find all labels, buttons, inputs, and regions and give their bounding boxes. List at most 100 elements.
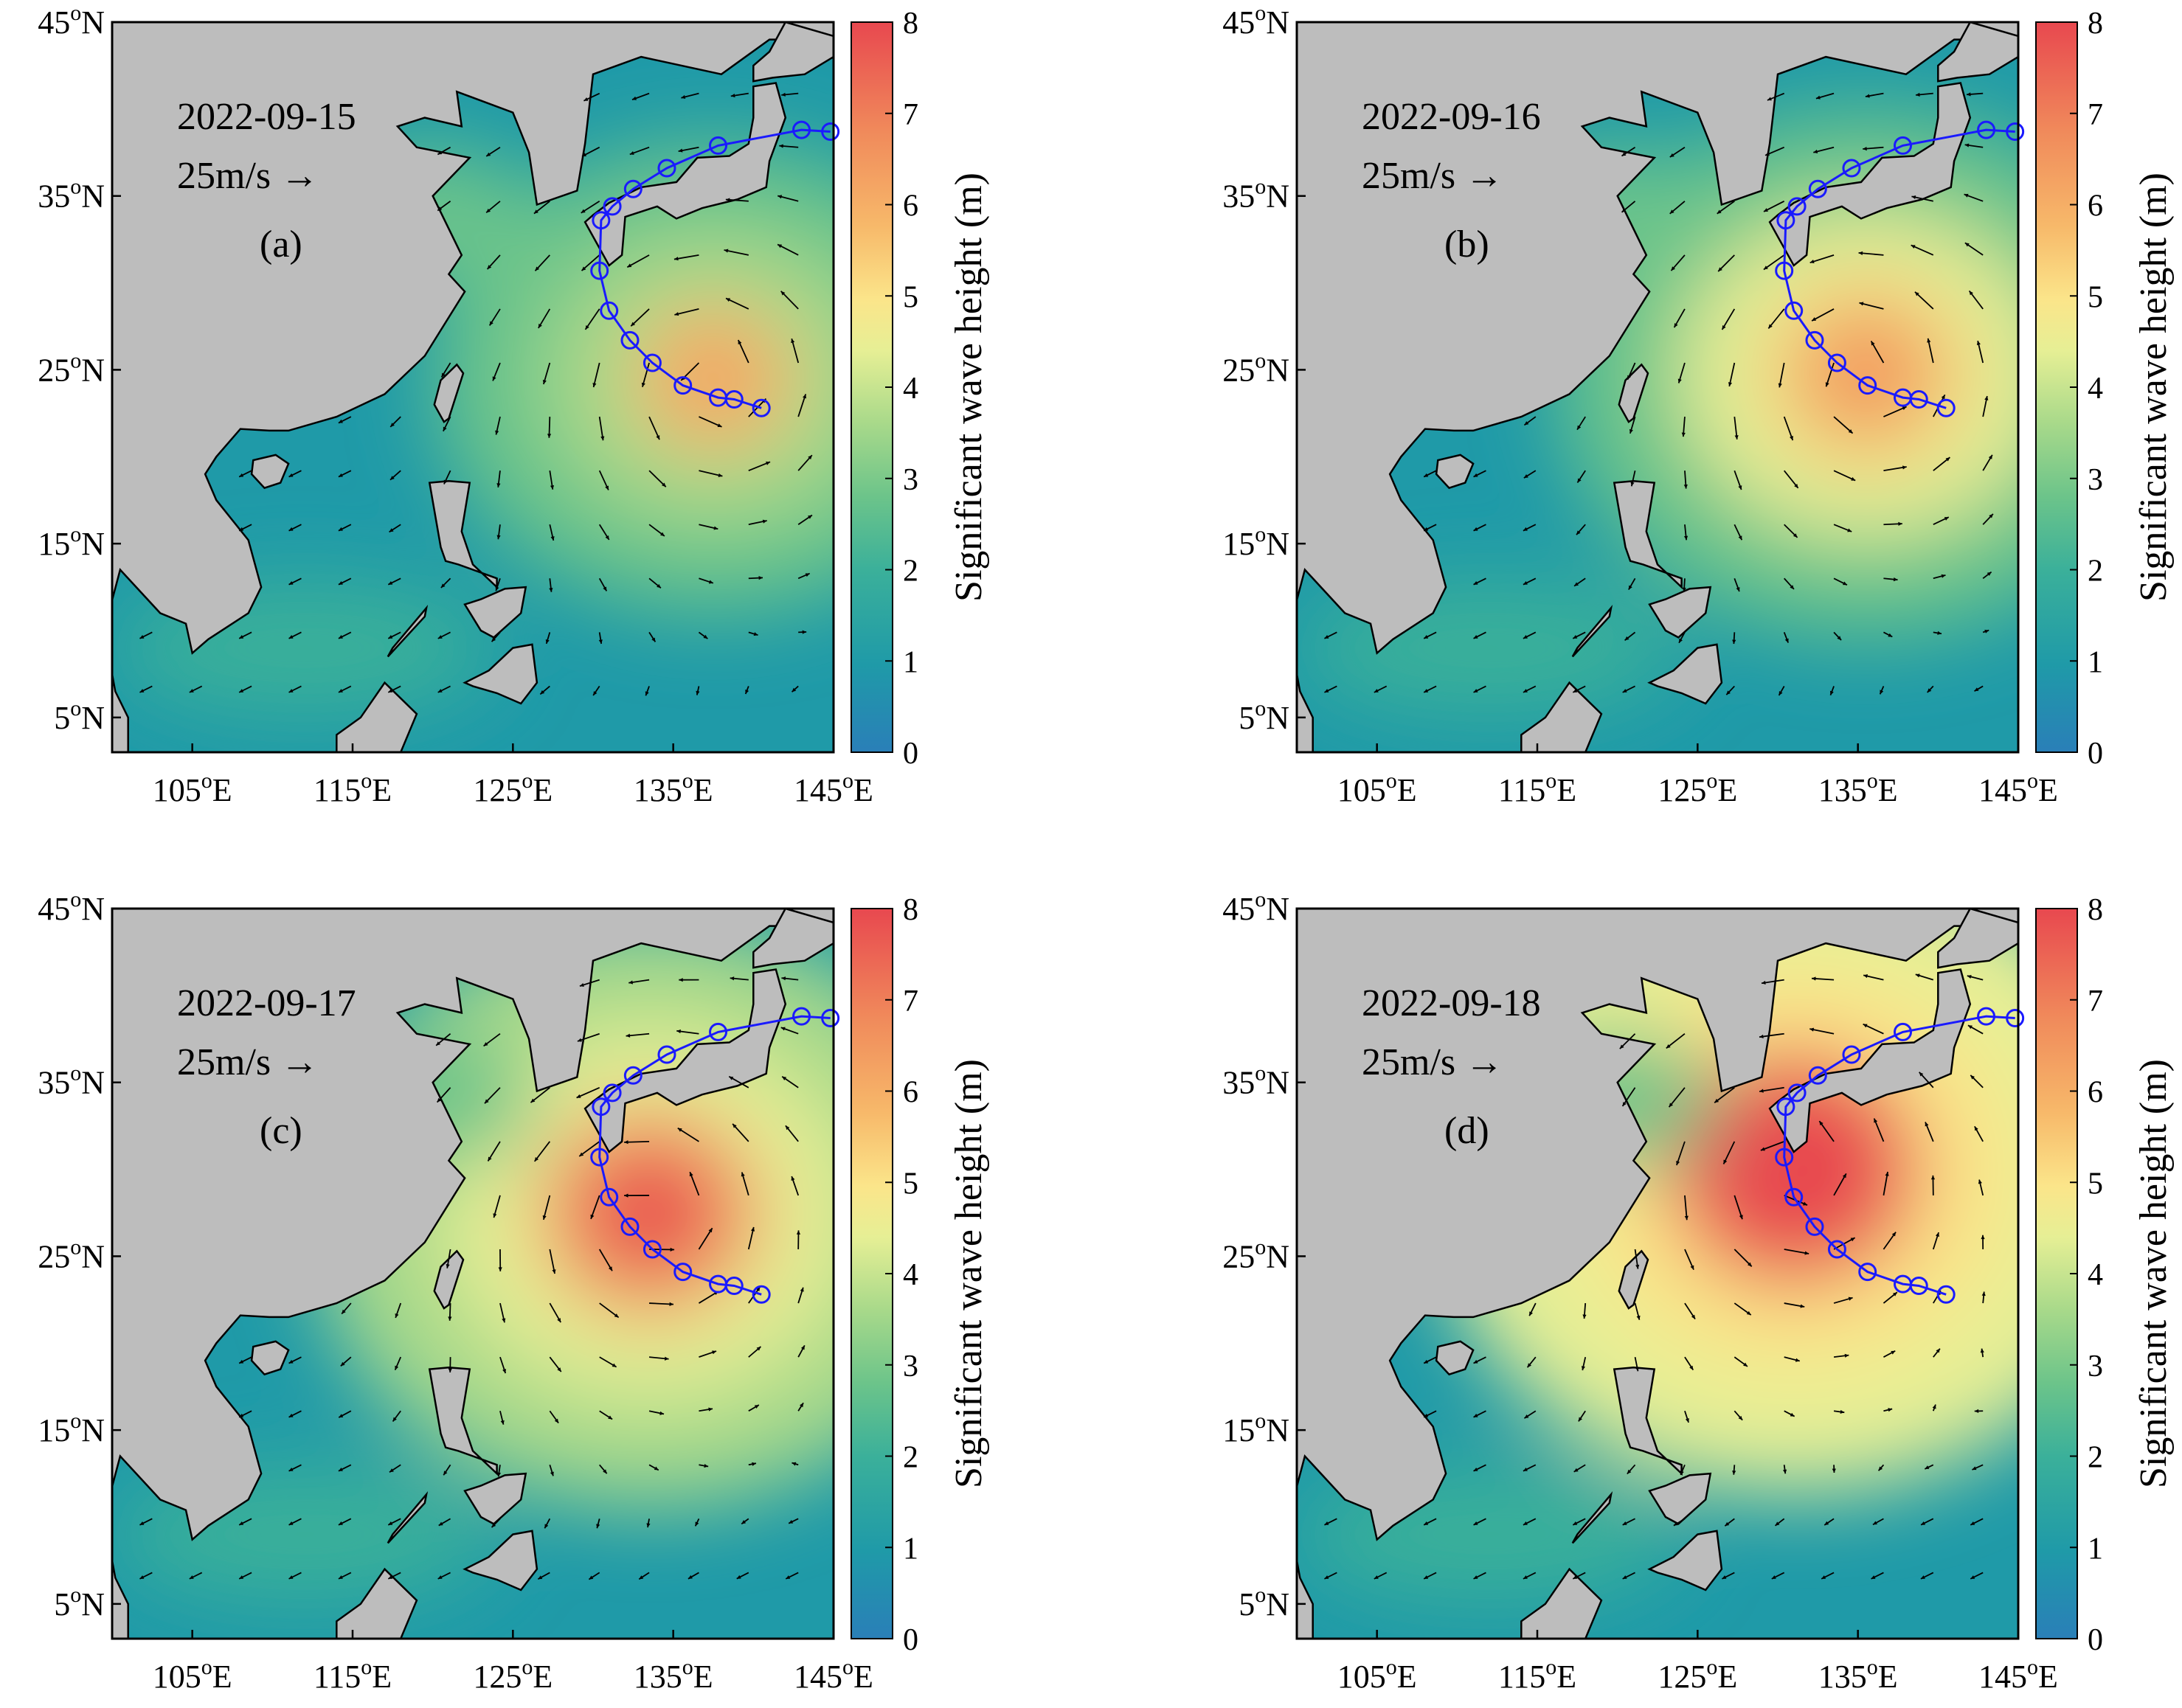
y-tick-label: 5oN: [54, 1583, 105, 1622]
typhoon-track: [590, 120, 840, 417]
colorbar-tick: 6: [2088, 190, 2103, 223]
y-tick-label: 35oN: [1222, 1061, 1289, 1101]
landmass-borneo: [336, 681, 418, 752]
x-tick-label: 105oE: [1337, 768, 1417, 808]
track-point: [1894, 1274, 1913, 1294]
colorbar-tick: 5: [2088, 280, 2103, 314]
landmass-palawan: [387, 1490, 429, 1544]
landmass-japan: [1768, 82, 1972, 267]
track-point: [1842, 1045, 1861, 1064]
typhoon-track: [590, 1007, 840, 1304]
x-tick-label: 105oE: [153, 768, 232, 808]
colorbar-tick: 7: [903, 98, 918, 132]
track-point: [643, 1240, 662, 1259]
track-point: [752, 1285, 771, 1304]
colorbar-tick: 0: [903, 1623, 918, 1657]
track-point: [1775, 261, 1794, 280]
track-point: [709, 1022, 728, 1041]
track-point: [1805, 1217, 1824, 1236]
track-point: [2006, 1009, 2025, 1027]
landmass-taiwan: [1618, 1249, 1649, 1310]
wind-arrows: [1324, 92, 1994, 696]
landmass-luzon: [428, 1367, 498, 1476]
y-tick-label: 5oN: [1239, 696, 1289, 736]
track-point: [603, 1083, 622, 1103]
track-point: [1805, 330, 1824, 350]
colorbar-tick: 2: [2088, 1441, 2103, 1475]
land: [1297, 909, 2018, 1639]
scale-arrow-label: 25m/s →: [1362, 1041, 1503, 1083]
x-tick-label: 145oE: [1978, 1655, 2058, 1695]
x-tick-label: 115oE: [1498, 768, 1576, 808]
track-point: [821, 1009, 840, 1027]
y-tick-label: 25oN: [38, 1235, 105, 1274]
colorbar-tick: 6: [2088, 1076, 2103, 1110]
colorbar-tick: 8: [2088, 7, 2103, 41]
track-point: [1776, 211, 1795, 230]
y-tick-label: 15oN: [1222, 522, 1289, 562]
track-point: [821, 122, 840, 141]
landmass-visayas: [1648, 1472, 1712, 1525]
track-point: [1936, 1285, 1956, 1304]
landmass-hainan: [250, 454, 290, 490]
landmass-hokkaido: [752, 909, 834, 969]
landmass-asia: [1297, 909, 2018, 1639]
y-tick-label: 5oN: [1239, 1583, 1289, 1622]
panel-label: (b): [1444, 223, 1489, 265]
colorbar-tick: 5: [903, 1167, 918, 1201]
x-tick-label: 125oE: [1658, 768, 1737, 808]
colorbar-tick: 2: [2088, 555, 2103, 589]
colorbar-tick: 3: [903, 1350, 918, 1384]
landmass-borneo: [1520, 681, 1603, 752]
track-point: [673, 1263, 693, 1282]
date-label: 2022-09-17: [177, 982, 356, 1024]
track-point: [1894, 1022, 1913, 1041]
colorbar-tick: 5: [2088, 1167, 2103, 1201]
x-tick-label: 135oE: [634, 768, 713, 808]
landmass-mindanao: [463, 1530, 538, 1591]
scale-arrow-label: 25m/s →: [1362, 155, 1503, 197]
colorbar-tick: 4: [903, 1258, 918, 1292]
wind-arrows: [1324, 973, 1986, 1580]
x-tick-label: 115oE: [1498, 1655, 1576, 1695]
colorbar: 0 1 2 3 4 5 6 7 8 Significant wave height (m): [2035, 7, 2175, 771]
x-tick-label: 105oE: [153, 1655, 232, 1695]
colorbar-label: Significant wave height (m): [948, 173, 990, 602]
track-point: [620, 330, 640, 350]
typhoon-track: [1775, 120, 2025, 417]
colorbar-tick: 1: [903, 645, 918, 679]
landmass-hokkaido: [1937, 22, 2018, 83]
panel-label: (c): [260, 1110, 302, 1152]
y-tick-label: 35oN: [38, 1061, 105, 1101]
colorbar-tick: 0: [2088, 1623, 2103, 1657]
track-point: [600, 1187, 619, 1207]
landmass-mindanao: [1647, 1530, 1723, 1591]
track-point: [1936, 398, 1956, 417]
scale-arrow-label: 25m/s →: [177, 1041, 319, 1083]
colorbar-tick: 0: [903, 737, 918, 771]
colorbar-tick: 2: [903, 555, 918, 589]
track-point: [623, 1066, 643, 1085]
colorbar-tick: 6: [903, 190, 918, 223]
colorbar-tick: 3: [2088, 1350, 2103, 1384]
track-point: [657, 1045, 676, 1064]
landmass-japan: [1768, 968, 1972, 1153]
track-point: [709, 388, 728, 407]
landmass-palawan: [387, 604, 429, 658]
track-point: [709, 1274, 728, 1294]
landmass-taiwan: [433, 363, 465, 423]
y-tick-label: 25oN: [1222, 348, 1289, 388]
x-tick-label: 135oE: [634, 1655, 713, 1695]
colorbar-tick: 8: [903, 893, 918, 927]
colorbar: 0 1 2 3 4 5 6 7 8 Significant wave height (m): [2035, 893, 2175, 1657]
track-point: [1775, 1148, 1794, 1167]
map-panel-d: 2022-09-18 25m/s → (d) 45oN 35oN 25oN 15oN 5oN 1…: [1222, 887, 2175, 1695]
landmass-hainan: [1435, 1340, 1475, 1376]
map-frame: [111, 907, 835, 1640]
y-tick-label: 45oN: [38, 1, 105, 41]
track-point: [1977, 1007, 1996, 1026]
colorbar-tick: 4: [903, 372, 918, 406]
map-frame: [1295, 907, 2020, 1640]
x-tick-label: 115oE: [314, 1655, 392, 1695]
